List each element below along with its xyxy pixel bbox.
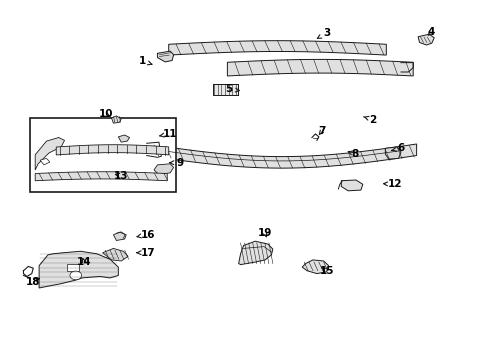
Text: 6: 6 bbox=[391, 143, 404, 153]
Polygon shape bbox=[67, 264, 79, 271]
Polygon shape bbox=[102, 248, 128, 261]
Polygon shape bbox=[385, 147, 400, 159]
Polygon shape bbox=[154, 164, 173, 175]
Polygon shape bbox=[302, 260, 328, 274]
Circle shape bbox=[70, 271, 81, 280]
Text: 9: 9 bbox=[169, 158, 183, 168]
Polygon shape bbox=[118, 135, 129, 142]
Polygon shape bbox=[146, 144, 416, 168]
Text: 7: 7 bbox=[317, 126, 325, 136]
Polygon shape bbox=[111, 116, 121, 123]
Polygon shape bbox=[35, 138, 64, 170]
Text: 14: 14 bbox=[77, 257, 91, 267]
Polygon shape bbox=[238, 241, 272, 265]
Text: 11: 11 bbox=[160, 129, 177, 139]
Polygon shape bbox=[341, 180, 362, 191]
Polygon shape bbox=[227, 59, 412, 76]
Text: 15: 15 bbox=[319, 266, 333, 276]
Text: 5: 5 bbox=[225, 84, 239, 94]
Polygon shape bbox=[168, 41, 386, 55]
Text: 16: 16 bbox=[137, 230, 155, 240]
FancyBboxPatch shape bbox=[30, 118, 176, 192]
Polygon shape bbox=[157, 51, 173, 62]
Polygon shape bbox=[56, 145, 168, 155]
FancyBboxPatch shape bbox=[212, 84, 238, 95]
Text: 1: 1 bbox=[139, 56, 152, 66]
Polygon shape bbox=[40, 158, 50, 165]
Text: 13: 13 bbox=[114, 171, 128, 181]
Text: 8: 8 bbox=[347, 149, 358, 159]
Text: 2: 2 bbox=[363, 114, 375, 125]
Polygon shape bbox=[417, 34, 433, 45]
Polygon shape bbox=[113, 232, 126, 240]
Text: 10: 10 bbox=[98, 109, 113, 120]
Text: 4: 4 bbox=[427, 27, 434, 37]
Text: 19: 19 bbox=[257, 228, 272, 238]
Text: 12: 12 bbox=[383, 179, 402, 189]
Text: 18: 18 bbox=[26, 276, 41, 287]
Text: 3: 3 bbox=[317, 28, 329, 39]
Polygon shape bbox=[35, 172, 167, 181]
Polygon shape bbox=[39, 251, 118, 288]
Text: 17: 17 bbox=[137, 248, 155, 258]
